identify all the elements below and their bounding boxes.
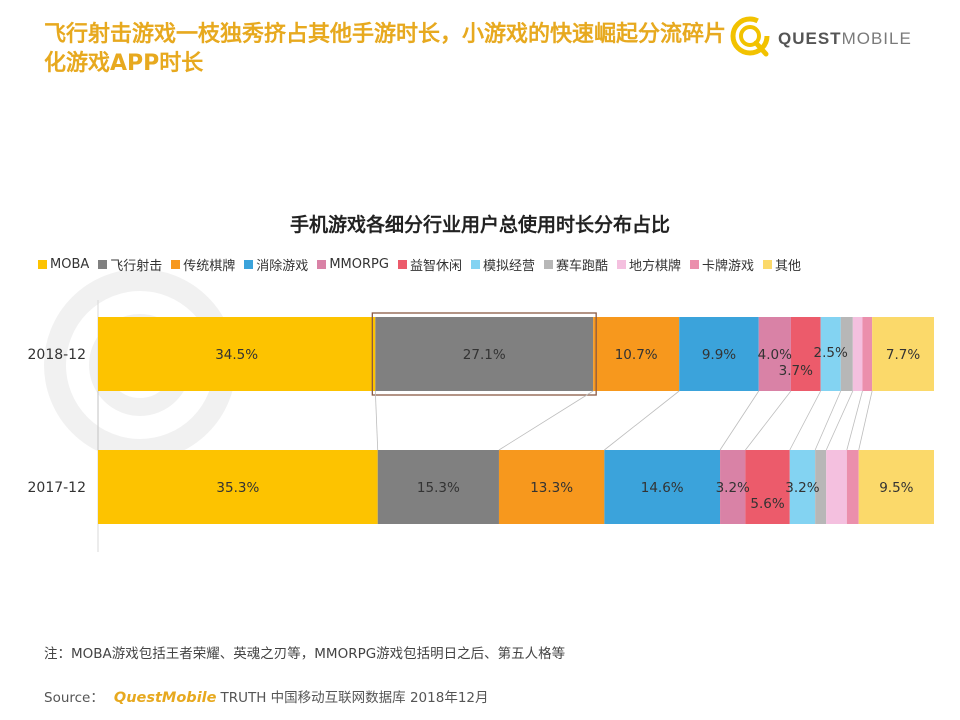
legend-label: 益智休闲 bbox=[409, 258, 462, 274]
legend-item: 益智休闲 bbox=[397, 255, 462, 274]
chart-title: 手机游戏各细分行业用户总使用时长分布占比 bbox=[289, 214, 670, 236]
data-label: 9.5% bbox=[879, 480, 913, 496]
bar-segment bbox=[498, 450, 605, 524]
questmobile-logo-icon bbox=[730, 16, 770, 57]
legend-label: MOBA bbox=[50, 256, 90, 272]
bar-segment bbox=[720, 450, 746, 524]
bar-segment bbox=[872, 317, 934, 391]
data-label: 3.2% bbox=[716, 480, 750, 496]
data-label: 7.7% bbox=[886, 347, 920, 363]
bar-segment bbox=[758, 317, 791, 391]
bar-segment bbox=[790, 317, 821, 391]
data-label: 27.1% bbox=[463, 347, 506, 363]
legend-swatch bbox=[763, 259, 773, 269]
bar-segment bbox=[826, 450, 847, 524]
legend-swatch bbox=[397, 259, 407, 269]
legend-item: 赛车跑酷 bbox=[543, 255, 608, 274]
connector-line bbox=[374, 390, 379, 451]
legend-swatch bbox=[171, 259, 181, 269]
bar-segment bbox=[679, 317, 759, 391]
data-label: 9.9% bbox=[702, 347, 736, 363]
legend-item: MOBA bbox=[38, 257, 89, 272]
data-label: 3.7% bbox=[779, 363, 813, 379]
data-label: 34.5% bbox=[215, 347, 258, 363]
data-label: 13.3% bbox=[530, 480, 573, 496]
legend-label: 传统棋牌 bbox=[183, 258, 236, 274]
data-label: 4.0% bbox=[758, 347, 792, 363]
bar-segment bbox=[846, 450, 859, 524]
legend-item: 模拟经营 bbox=[470, 255, 535, 274]
questmobile-logo-text: QUESTMOBILE bbox=[778, 29, 912, 49]
category-label: 2017-12 bbox=[28, 480, 87, 496]
bar-segment bbox=[593, 317, 680, 391]
stacked-bar-chart: 2018-12 2017-12 34.5% 27.1% 10.7% 9.9% 4.0%3.7… bbox=[28, 300, 934, 552]
legend-item: 传统棋牌 bbox=[171, 255, 235, 274]
category-label: 2018-12 bbox=[28, 347, 87, 363]
highlight-box bbox=[371, 312, 597, 396]
legend-swatch bbox=[244, 259, 254, 269]
legend-swatch bbox=[38, 259, 47, 269]
legend-label: 消除游戏 bbox=[256, 258, 309, 274]
data-label: 2.5% bbox=[814, 345, 848, 361]
legend-swatch bbox=[470, 259, 480, 269]
data-label: 15.3% bbox=[417, 480, 460, 496]
legend-item: 消除游戏 bbox=[244, 255, 308, 274]
logo-text-light: MOBILE bbox=[841, 29, 912, 48]
source-detail: TRUTH 中国移动互联网数据库 2018年12月 bbox=[220, 690, 489, 706]
legend-label: 赛车跑酷 bbox=[555, 258, 608, 274]
questmobile-logo: QUESTMOBILE bbox=[728, 14, 928, 64]
legend-label: MMORPG bbox=[329, 256, 389, 272]
legend-swatch bbox=[317, 259, 327, 269]
bar-segment bbox=[852, 317, 863, 391]
bar-segment bbox=[820, 317, 841, 391]
chart-legend: MOBA 飞行射击 传统棋牌 消除游戏 MMORPG 益智休闲 模拟经营 赛车跑酷 地方棋牌 卡牌… bbox=[38, 254, 938, 274]
legend-item: 其他 bbox=[763, 255, 801, 274]
bar-segment bbox=[862, 317, 873, 391]
bar-segment bbox=[375, 317, 594, 391]
connector-line bbox=[604, 390, 680, 451]
connector-line bbox=[858, 390, 873, 451]
footnote: 注：MOBA游戏包括王者荣耀、英魂之刃等，MMORPG游戏包括明日之后、第五人格… bbox=[44, 646, 566, 662]
legend-label: 模拟经营 bbox=[482, 258, 535, 274]
legend-swatch bbox=[98, 259, 108, 269]
source-brand: QuestMobile bbox=[113, 690, 217, 706]
legend-label: 卡牌游戏 bbox=[702, 258, 755, 274]
bar-segment bbox=[858, 450, 934, 524]
connector-line bbox=[719, 390, 760, 451]
source-line: Source： QuestMobile TRUTH 中国移动互联网数据库 201… bbox=[44, 686, 489, 706]
legend-swatch bbox=[616, 259, 626, 269]
logo-text-bold: QUEST bbox=[778, 29, 842, 48]
bar-segment bbox=[745, 450, 790, 524]
bar-segment bbox=[98, 450, 378, 524]
headline: 飞行射击游戏一枝独秀挤占其他手游时长，小游戏的快速崛起分流碎片化游戏APP时长 bbox=[44, 22, 727, 76]
source-label: Source： bbox=[44, 690, 104, 706]
legend-swatch bbox=[543, 259, 553, 269]
connector-line bbox=[789, 390, 822, 451]
connector-line bbox=[498, 390, 594, 451]
connector-line bbox=[825, 390, 854, 451]
connector-line bbox=[814, 390, 842, 451]
bar-segment bbox=[604, 450, 721, 524]
data-label: 3.2% bbox=[785, 480, 819, 496]
legend-label: 地方棋牌 bbox=[628, 258, 681, 274]
connector-line bbox=[745, 390, 792, 451]
legend-item: 地方棋牌 bbox=[616, 255, 681, 274]
bar-segment bbox=[840, 317, 853, 391]
legend-swatch bbox=[690, 259, 699, 269]
data-label: 14.6% bbox=[641, 480, 684, 496]
legend-label: 飞行射击 bbox=[110, 258, 163, 274]
legend-item: MMORPG bbox=[317, 257, 389, 272]
data-label: 35.3% bbox=[216, 480, 259, 496]
bar-segment bbox=[789, 450, 816, 524]
data-label: 5.6% bbox=[750, 496, 784, 512]
legend-item: 飞行射击 bbox=[98, 255, 162, 274]
legend-label: 其他 bbox=[775, 258, 802, 274]
bar-segment bbox=[815, 450, 827, 524]
bar-segment bbox=[98, 317, 376, 391]
data-label: 10.7% bbox=[615, 347, 658, 363]
connector-line bbox=[846, 390, 863, 451]
legend-item: 卡牌游戏 bbox=[690, 255, 754, 274]
bar-segment bbox=[377, 450, 499, 524]
